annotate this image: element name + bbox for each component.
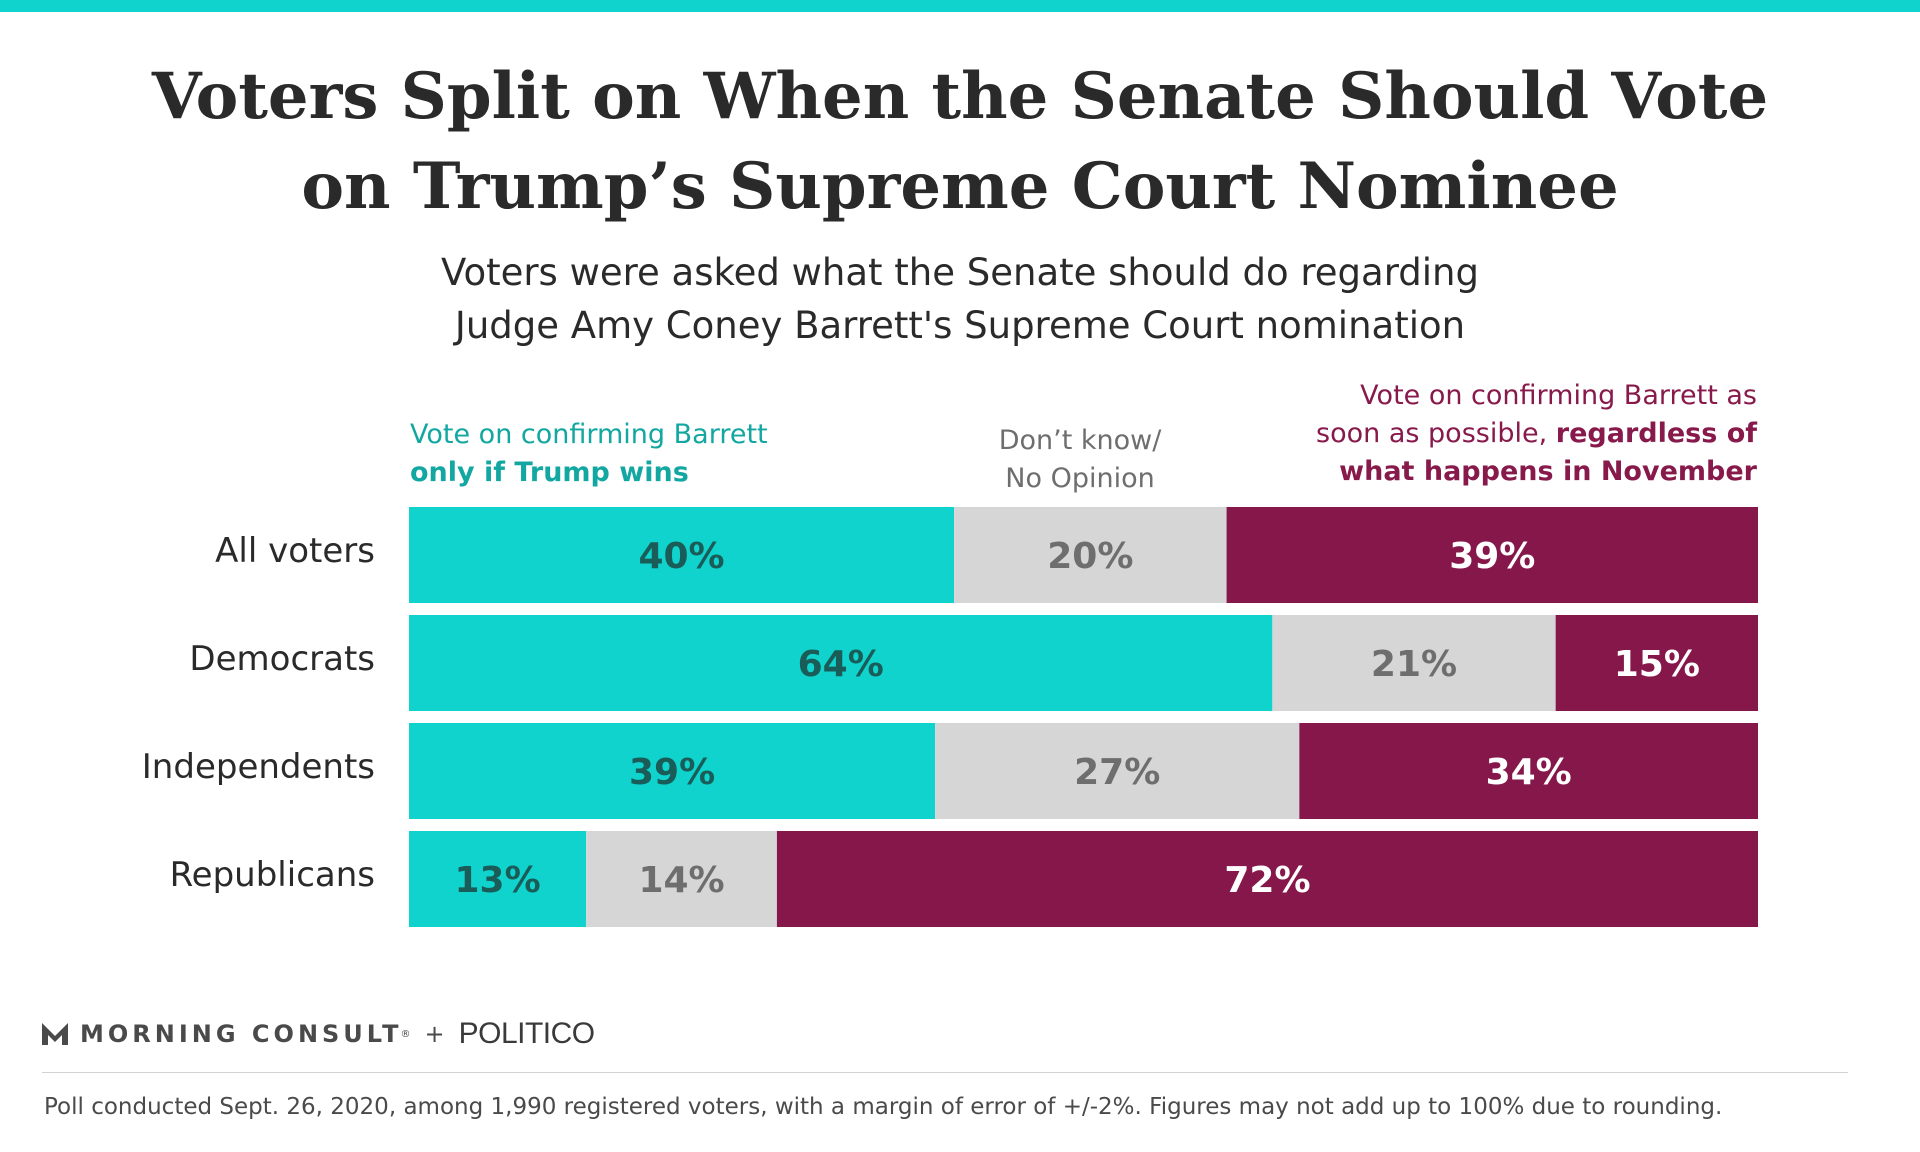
bar-republicans-dont-know (586, 831, 777, 927)
legend-right-line-2-plain: soon as possible, (1316, 418, 1556, 449)
data-label-republicans-only-if-trump-wins: 13% (454, 860, 540, 901)
data-label-all-voters-only-if-trump-wins: 40% (638, 536, 724, 577)
category-label-independents: Independents (141, 747, 375, 787)
data-label-independents-dont-know: 27% (1074, 752, 1160, 793)
legend-right-line-3: what happens in November (1339, 456, 1757, 487)
bar-democrats-dont-know (1272, 615, 1556, 711)
data-label-democrats-dont-know: 21% (1371, 644, 1457, 685)
chart-title-line-2: on Trump’s Supreme Court Nominee (301, 149, 1619, 224)
bar-all-voters-only-if-trump-wins (409, 507, 955, 603)
brand-plus: + (424, 1020, 445, 1048)
data-label-all-voters-dont-know: 20% (1047, 536, 1133, 577)
politico-wordmark: POLITICO (458, 1017, 596, 1050)
legend-right-line-2-bold: regardless of (1555, 418, 1757, 449)
footnote: Poll conducted Sept. 26, 2020, among 1,9… (44, 1094, 1723, 1120)
trademark-symbol: ® (400, 1028, 411, 1040)
bar-all-voters-as-soon-as-possible (1226, 507, 1758, 603)
bar-republicans-only-if-trump-wins (409, 831, 587, 927)
morning-consult-logo-icon (42, 1023, 68, 1045)
brand-footer: MORNING CONSULT ® + POLITICO (42, 1014, 595, 1054)
bar-democrats-only-if-trump-wins (409, 615, 1273, 711)
chart-title-line-1: Voters Split on When the Senate Should V… (151, 59, 1769, 134)
data-label-democrats-only-if-trump-wins: 64% (798, 644, 884, 685)
legend-as-soon-as-possible: Vote on confirming Barrett as soon as po… (1316, 377, 1757, 491)
bar-independents-dont-know (935, 723, 1300, 819)
bar-democrats-as-soon-as-possible (1555, 615, 1758, 711)
data-label-independents-only-if-trump-wins: 39% (629, 752, 715, 793)
data-label-all-voters-as-soon-as-possible: 39% (1449, 536, 1535, 577)
legend-only-if-trump-wins: Vote on confirming Barrett only if Trump… (410, 416, 768, 492)
legend-middle-line-2: No Opinion (1005, 463, 1155, 494)
category-label-democrats: Democrats (189, 639, 375, 679)
legend-right-line-1: Vote on confirming Barrett as (1360, 380, 1757, 411)
category-label-republicans: Republicans (169, 855, 375, 895)
data-label-democrats-as-soon-as-possible: 15% (1614, 644, 1700, 685)
bar-independents-only-if-trump-wins (409, 723, 936, 819)
chart-subtitle-line-1: Voters were asked what the Senate should… (441, 251, 1479, 294)
legend-middle-line-1: Don’t know/ (998, 425, 1162, 456)
footer-divider (42, 1072, 1848, 1073)
category-label-all-voters: All voters (215, 531, 375, 571)
data-label-republicans-dont-know: 14% (638, 860, 724, 901)
chart-subtitle: Voters were asked what the Senate should… (0, 246, 1920, 352)
chart-subtitle-line-2: Judge Amy Coney Barrett's Supreme Court … (454, 304, 1466, 347)
legend-dont-know: Don’t know/ No Opinion (940, 422, 1220, 498)
legend-left-line-1: Vote on confirming Barrett (410, 419, 768, 450)
legend-left-line-2: only if Trump wins (410, 457, 689, 488)
morning-consult-wordmark: MORNING CONSULT (80, 1020, 403, 1048)
top-accent-bar (0, 0, 1920, 12)
data-label-independents-as-soon-as-possible: 34% (1486, 752, 1572, 793)
chart-title: Voters Split on When the Senate Should V… (0, 52, 1920, 232)
bar-republicans-as-soon-as-possible (776, 831, 1758, 927)
bar-all-voters-dont-know (954, 507, 1227, 603)
bar-independents-as-soon-as-possible (1299, 723, 1758, 819)
data-label-republicans-as-soon-as-possible: 72% (1224, 860, 1310, 901)
